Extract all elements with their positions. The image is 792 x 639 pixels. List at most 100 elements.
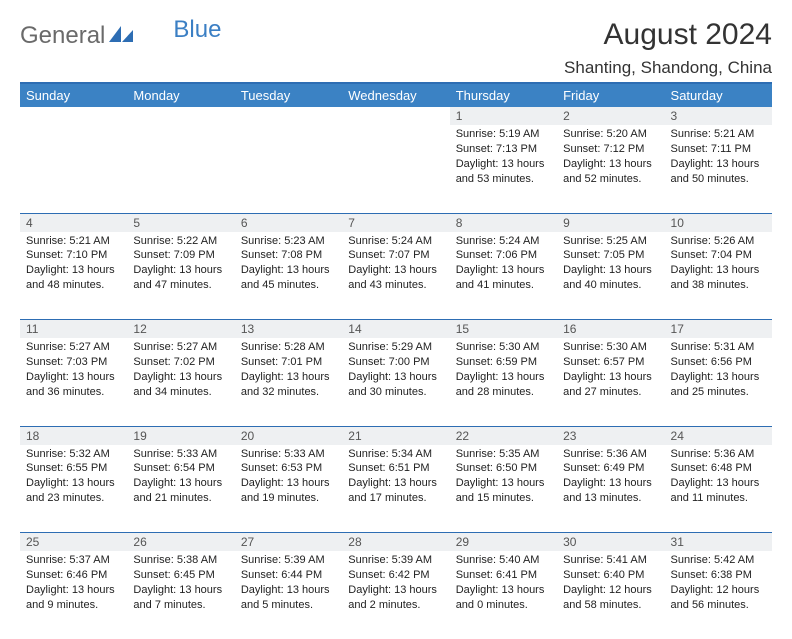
day-body-cell [342,125,449,213]
day-info-line: Daylight: 13 hours [563,476,658,491]
day-info-line: and 7 minutes. [133,598,228,613]
day-info-line: and 58 minutes. [563,598,658,613]
weekday-header: Thursday [450,84,557,107]
day-info-line: Daylight: 13 hours [26,583,121,598]
day-info-line: and 43 minutes. [348,278,443,293]
day-details: Sunrise: 5:41 AMSunset: 6:40 PMDaylight:… [557,551,664,616]
weekday-header: Wednesday [342,84,449,107]
day-info-line: Daylight: 13 hours [456,263,551,278]
day-info-line: Sunset: 6:42 PM [348,568,443,583]
day-body-cell: Sunrise: 5:39 AMSunset: 6:44 PMDaylight:… [235,551,342,639]
day-info-line: Sunrise: 5:19 AM [456,127,551,142]
day-number-cell: 23 [557,426,664,445]
day-body-cell: Sunrise: 5:38 AMSunset: 6:45 PMDaylight:… [127,551,234,639]
week-row: Sunrise: 5:21 AMSunset: 7:10 PM Daylight:… [20,232,772,320]
day-body-cell: Sunrise: 5:32 AMSunset: 6:55 PMDaylight:… [20,445,127,533]
day-body-cell: Sunrise: 5:31 AMSunset: 6:56 PMDaylight:… [665,338,772,426]
day-info-line: Daylight: 13 hours [241,476,336,491]
day-info-line: Sunset: 6:40 PM [563,568,658,583]
day-info-line: Daylight: 12 hours [671,583,766,598]
day-body-cell: Sunrise: 5:29 AMSunset: 7:00 PMDaylight:… [342,338,449,426]
day-number-cell: 14 [342,320,449,339]
day-number-cell: 16 [557,320,664,339]
day-info-line: Sunset: 7:07 PM [348,248,443,263]
day-info-line: Daylight: 13 hours [133,583,228,598]
day-info-line: and 52 minutes. [563,172,658,187]
day-info-line: Sunrise: 5:29 AM [348,340,443,355]
day-info-line: and 17 minutes. [348,491,443,506]
day-number-cell: 24 [665,426,772,445]
day-info-line: Sunset: 6:56 PM [671,355,766,370]
day-body-cell: Sunrise: 5:39 AMSunset: 6:42 PMDaylight:… [342,551,449,639]
day-info-line: Sunrise: 5:26 AM [671,234,766,249]
day-details: Sunrise: 5:36 AMSunset: 6:49 PMDaylight:… [557,445,664,510]
day-info-line: Daylight: 13 hours [348,263,443,278]
day-info-line: and 23 minutes. [26,491,121,506]
day-info-line: Daylight: 13 hours [26,370,121,385]
day-info-line: and 50 minutes. [671,172,766,187]
day-details: Sunrise: 5:33 AMSunset: 6:54 PMDaylight:… [127,445,234,510]
day-info-line: Sunrise: 5:39 AM [241,553,336,568]
day-number-cell: 4 [20,213,127,232]
daynum-row: 123 [20,107,772,125]
day-info-line: Sunrise: 5:39 AM [348,553,443,568]
day-number-cell: 25 [20,533,127,552]
day-details: Sunrise: 5:39 AMSunset: 6:44 PMDaylight:… [235,551,342,616]
week-row: Sunrise: 5:37 AMSunset: 6:46 PMDaylight:… [20,551,772,639]
day-info-line: Sunrise: 5:33 AM [133,447,228,462]
day-info-line: Sunset: 6:55 PM [26,461,121,476]
day-body-cell: Sunrise: 5:21 AMSunset: 7:11 PMDaylight:… [665,125,772,213]
day-info-line: Daylight: 13 hours [348,370,443,385]
title-block: August 2024 Shanting, Shandong, China [564,18,772,78]
weekday-header: Tuesday [235,84,342,107]
day-number-cell: 2 [557,107,664,125]
day-body-cell: Sunrise: 5:23 AMSunset: 7:08 PMDaylight:… [235,232,342,320]
day-info-line: Sunset: 6:50 PM [456,461,551,476]
day-details: Sunrise: 5:37 AMSunset: 6:46 PMDaylight:… [20,551,127,616]
day-info-line: and 0 minutes. [456,598,551,613]
day-number-cell: 6 [235,213,342,232]
day-details: Sunrise: 5:24 AMSunset: 7:06 PMDaylight:… [450,232,557,297]
day-details: Sunrise: 5:19 AMSunset: 7:13 PMDaylight:… [450,125,557,190]
day-body-cell: Sunrise: 5:36 AMSunset: 6:48 PMDaylight:… [665,445,772,533]
day-number-cell: 5 [127,213,234,232]
day-number-cell: 22 [450,426,557,445]
day-body-cell [235,125,342,213]
day-info-line: Sunrise: 5:21 AM [671,127,766,142]
day-details: Sunrise: 5:35 AMSunset: 6:50 PMDaylight:… [450,445,557,510]
day-body-cell: Sunrise: 5:42 AMSunset: 6:38 PMDaylight:… [665,551,772,639]
day-info-line: Sunset: 6:51 PM [348,461,443,476]
day-info-line: Sunset: 7:10 PM [26,248,121,263]
daynum-row: 18192021222324 [20,426,772,445]
day-info-line: Sunrise: 5:28 AM [241,340,336,355]
week-row: Sunrise: 5:27 AMSunset: 7:03 PMDaylight:… [20,338,772,426]
day-number-cell [235,107,342,125]
day-info-line: Sunrise: 5:21 AM [26,234,121,249]
day-details: Sunrise: 5:21 AMSunset: 7:10 PMDaylight:… [20,232,127,297]
day-info-line: Sunrise: 5:40 AM [456,553,551,568]
day-details: Sunrise: 5:39 AMSunset: 6:42 PMDaylight:… [342,551,449,616]
day-info-line: Daylight: 13 hours [563,157,658,172]
day-info-line: Sunrise: 5:34 AM [348,447,443,462]
day-body-cell [20,125,127,213]
day-info-line: and 21 minutes. [133,491,228,506]
day-info-line: Daylight: 13 hours [348,476,443,491]
day-info-line: Daylight: 13 hours [241,583,336,598]
day-number-cell: 20 [235,426,342,445]
header: General Blue August 2024 Shanting, Shand… [20,18,772,78]
day-info-line: Daylight: 13 hours [671,370,766,385]
weekday-header-row: Sunday Monday Tuesday Wednesday Thursday… [20,84,772,107]
day-details: Sunrise: 5:25 AMSunset: 7:05 PMDaylight:… [557,232,664,297]
day-details: Sunrise: 5:23 AMSunset: 7:08 PMDaylight:… [235,232,342,297]
day-info-line: Sunrise: 5:41 AM [563,553,658,568]
day-body-cell: Sunrise: 5:27 AMSunset: 7:03 PMDaylight:… [20,338,127,426]
brand-logo: General Blue [20,18,221,50]
day-info-line: Daylight: 13 hours [133,476,228,491]
day-info-line: and 5 minutes. [241,598,336,613]
day-info-line: Sunrise: 5:25 AM [563,234,658,249]
day-info-line: Sunset: 7:00 PM [348,355,443,370]
day-info-line: Daylight: 13 hours [26,476,121,491]
day-info-line: Daylight: 13 hours [348,583,443,598]
month-title: August 2024 [564,18,772,52]
day-info-line: and 32 minutes. [241,385,336,400]
